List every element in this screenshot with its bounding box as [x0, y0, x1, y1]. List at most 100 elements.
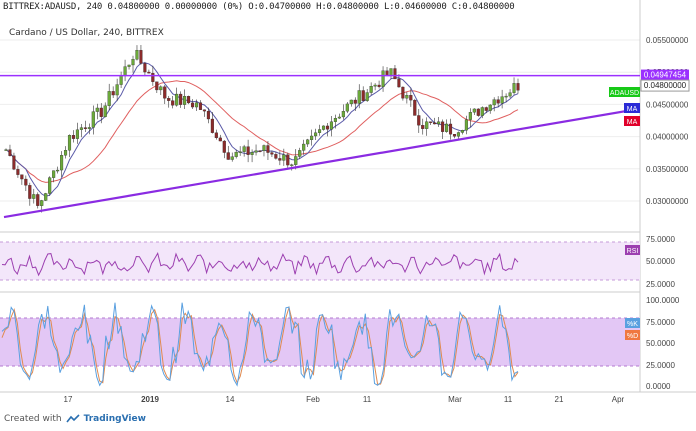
svg-text:MA: MA: [627, 119, 638, 126]
candle: [492, 99, 496, 106]
svg-text:0.04800000: 0.04800000: [644, 81, 687, 90]
candle: [214, 132, 218, 139]
price-tick-label: 0.03500000: [646, 165, 689, 174]
chart-subtitle: Cardano / US Dollar, 240, BITTREX: [9, 28, 164, 38]
candle: [286, 154, 290, 166]
candle: [512, 83, 516, 93]
candle: [242, 146, 246, 152]
rsi-badge: RSI: [625, 245, 640, 255]
footer: Created with TradingView: [4, 414, 146, 424]
candle: [151, 73, 155, 82]
candle: [468, 112, 472, 120]
stoch-k-badge: %K: [625, 318, 640, 328]
candle: [361, 90, 365, 101]
candle: [341, 111, 345, 118]
candle: [103, 105, 107, 117]
candle: [183, 96, 187, 105]
candle: [115, 84, 119, 96]
time-label-14: 14: [226, 395, 235, 404]
price-tick-label: 0.04500000: [646, 100, 689, 109]
tradingview-brand[interactable]: TradingView: [83, 414, 146, 424]
candle: [452, 134, 457, 137]
candle: [202, 109, 206, 112]
candle: [12, 155, 16, 170]
stoch-tick-25: 25.0000: [646, 361, 675, 370]
candle: [262, 145, 266, 151]
candle: [123, 66, 127, 76]
candle: [52, 170, 56, 178]
candle: [254, 150, 258, 153]
stoch-tick-50: 50.0000: [646, 339, 675, 348]
candle: [48, 177, 52, 194]
candle: [250, 152, 254, 155]
candle: [44, 193, 48, 201]
candle: [230, 156, 234, 160]
candle: [32, 194, 36, 199]
candle: [460, 130, 464, 133]
candle: [377, 84, 381, 87]
candle: [135, 50, 139, 60]
price-tick-label: 0.04000000: [646, 133, 689, 142]
candle: [87, 127, 91, 129]
candle: [167, 98, 171, 101]
candle: [131, 59, 135, 66]
candle: [4, 149, 8, 151]
candle: [274, 154, 278, 159]
candle: [56, 169, 60, 172]
candle: [310, 135, 314, 140]
ma-blue-line: [5, 62, 519, 197]
candle: [187, 96, 191, 104]
time-label-feb: Feb: [306, 395, 320, 404]
rsi-tick-75: 75.0000: [646, 235, 675, 244]
candle: [302, 143, 306, 151]
stoch-tick-100: 100.0000: [646, 296, 680, 305]
rsi-tick-25: 25.0000: [646, 280, 675, 289]
candle: [28, 185, 32, 199]
candle: [429, 121, 433, 123]
candle: [397, 78, 401, 88]
candle: [91, 111, 95, 128]
time-label-apr: Apr: [612, 395, 625, 404]
candle: [318, 129, 322, 133]
candle: [107, 91, 111, 106]
candle: [385, 70, 389, 76]
candle: [357, 90, 361, 104]
candle: [198, 102, 203, 110]
candle: [417, 115, 421, 126]
candle: [206, 110, 210, 120]
stoch-k-line: [1, 302, 519, 387]
candle: [329, 121, 334, 130]
candle: [171, 100, 175, 106]
candle: [298, 150, 302, 157]
stoch-band: [0, 318, 640, 366]
candle: [75, 129, 79, 139]
candlestick-series: [4, 44, 520, 213]
candle: [496, 99, 500, 104]
candle: [484, 107, 488, 111]
svg-text:0.04947454: 0.04947454: [644, 71, 687, 80]
stoch-d-badge: %D: [625, 330, 640, 340]
candle: [345, 103, 349, 112]
candle: [437, 121, 441, 125]
rsi-band: [0, 242, 640, 280]
candle: [266, 145, 270, 153]
ascending-trendline[interactable]: [3, 107, 641, 219]
candle: [246, 146, 250, 155]
candle: [143, 63, 147, 73]
candle: [401, 86, 405, 99]
rsi-line: [1, 251, 519, 277]
candle: [369, 86, 373, 93]
time-label-2019: 2019: [141, 395, 159, 404]
svg-text:RSI: RSI: [627, 248, 639, 255]
candle: [20, 174, 24, 180]
candle: [226, 152, 230, 160]
adausd-badge: ADAUSD: [609, 87, 640, 97]
candle: [472, 108, 476, 113]
svg-text:MA: MA: [627, 106, 638, 113]
svg-text:%D: %D: [627, 333, 638, 340]
created-with-label: Created with: [4, 414, 62, 424]
stoch-tick-0: 0.0000: [646, 382, 671, 391]
candle: [425, 121, 429, 129]
time-label-17: 17: [64, 395, 73, 404]
